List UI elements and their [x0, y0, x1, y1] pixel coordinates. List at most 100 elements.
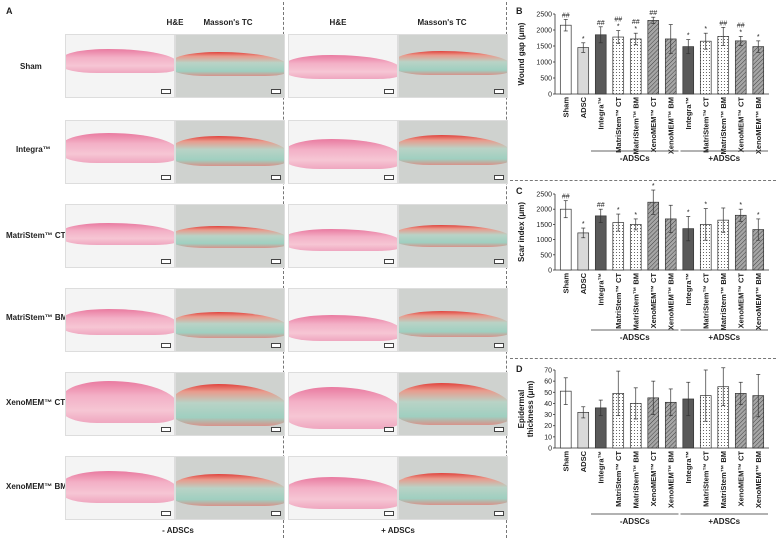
tissue-section: [176, 384, 284, 426]
histology-image-r4-c1: [65, 288, 175, 352]
category-label-12: XenoMEM™ BM: [754, 273, 763, 330]
col-header-tc-plus: Masson's TC: [417, 18, 467, 27]
y-axis-label: Wound gap (μm): [517, 22, 526, 85]
tissue-section: [399, 473, 507, 505]
tissue-section: [176, 136, 284, 166]
significance-label: *: [704, 26, 707, 33]
category-label-7: XenoMEM™ BM: [666, 451, 675, 508]
row-label-sham: Sham: [20, 62, 42, 71]
category-label-10: MatriStem™ BM: [719, 273, 728, 331]
row-label-matristem-bm: MatriStem™ BM: [6, 313, 68, 322]
category-label-7: XenoMEM™ BM: [666, 273, 675, 330]
category-label-8: Integra™: [684, 273, 693, 306]
bar-4: [612, 36, 625, 95]
y-tick-label: 10: [544, 434, 552, 441]
group-label-minus: -ADSCs: [620, 333, 650, 342]
category-label-5: MatriStem™ BM: [631, 97, 640, 155]
y-tick-label: 70: [544, 368, 552, 375]
bar-3: [594, 215, 607, 271]
category-label-2: ADSC: [579, 450, 588, 472]
row-label-xenomem-ct: XenoMEM™ CT: [6, 398, 66, 407]
histology-image-r6-c3: [288, 456, 398, 520]
tissue-section: [176, 474, 284, 506]
significance-label: ##: [562, 194, 570, 201]
histology-image-r5-c3: [288, 372, 398, 436]
significance-label: *: [617, 24, 620, 31]
histology-image-r1-c3: [288, 34, 398, 98]
tissue-section: [289, 315, 397, 341]
category-label-9: MatriStem™ CT: [701, 451, 710, 507]
scale-bar: [494, 511, 504, 516]
significance-label: ##: [597, 20, 605, 27]
tissue-section: [66, 471, 174, 503]
histology-image-r6-c1: [65, 456, 175, 520]
scale-bar: [271, 175, 281, 180]
y-tick-label: 20: [544, 423, 552, 430]
row-label-matristem-ct: MatriStem™ CT: [6, 231, 66, 240]
histology-image-r3-c2: [175, 204, 285, 268]
scale-bar: [494, 259, 504, 264]
col-header-tc-minus: Masson's TC: [203, 18, 253, 27]
tissue-section: [399, 383, 507, 425]
significance-label: *: [582, 36, 585, 43]
histology-image-r2-c3: [288, 120, 398, 184]
tissue-section: [399, 225, 507, 247]
category-label-12: XenoMEM™ BM: [754, 97, 763, 154]
histology-image-r2-c4: [398, 120, 508, 184]
bar-6: [647, 20, 660, 95]
category-label-7: XenoMEM™ BM: [666, 97, 675, 154]
category-label-4: MatriStem™ CT: [614, 273, 623, 329]
scale-bar: [271, 343, 281, 348]
significance-label: *: [652, 183, 655, 190]
y-axis-label: Epidermalthickness (μm): [517, 380, 535, 437]
category-label-6: XenoMEM™ CT: [649, 97, 658, 153]
row-label-integra: Integra™: [16, 145, 51, 154]
row-label-xenomem-bm: XenoMEM™ BM: [6, 482, 67, 491]
significance-label: ##: [649, 182, 657, 183]
group-label-plus: +ADSCs: [708, 154, 740, 163]
y-tick-label: 2500: [536, 192, 552, 199]
scale-bar: [494, 427, 504, 432]
category-label-2: ADSC: [579, 96, 588, 118]
y-tick-label: 1000: [536, 60, 552, 67]
histology-image-r5-c4: [398, 372, 508, 436]
category-label-3: Integra™: [596, 451, 605, 484]
scale-bar: [271, 89, 281, 94]
histology-image-r4-c2: [175, 288, 285, 352]
bar-2: [577, 47, 590, 95]
y-tick-label: 60: [544, 379, 552, 386]
histology-image-r4-c4: [398, 288, 508, 352]
category-label-10: MatriStem™ BM: [719, 97, 728, 155]
category-label-1: Sham: [561, 451, 570, 472]
tissue-section: [399, 135, 507, 165]
tissue-section: [176, 312, 284, 338]
bar-5: [629, 38, 642, 95]
category-label-12: XenoMEM™ BM: [754, 451, 763, 508]
scale-bar: [161, 343, 171, 348]
tissue-section: [289, 387, 397, 429]
scale-bar: [384, 427, 394, 432]
bar-11: [734, 214, 747, 271]
y-tick-label: 500: [540, 252, 552, 259]
histology-image-r1-c2: [175, 34, 285, 98]
category-label-4: MatriStem™ CT: [614, 451, 623, 507]
tissue-section: [289, 477, 397, 509]
category-label-6: XenoMEM™ CT: [649, 273, 658, 329]
scale-bar: [384, 343, 394, 348]
divider-minus-plus: [283, 2, 284, 538]
significance-label: ##: [649, 10, 657, 17]
tissue-section: [66, 223, 174, 245]
category-label-5: MatriStem™ BM: [631, 273, 640, 331]
significance-label: *: [582, 221, 585, 228]
significance-label: ##: [597, 202, 605, 209]
significance-label: *: [687, 33, 690, 40]
scale-bar: [271, 259, 281, 264]
category-label-3: Integra™: [596, 97, 605, 130]
tissue-section: [66, 381, 174, 423]
tissue-section: [289, 139, 397, 169]
histology-image-r5-c1: [65, 372, 175, 436]
scale-bar: [161, 511, 171, 516]
y-tick-label: 0: [548, 268, 552, 275]
histology-image-r2-c2: [175, 120, 285, 184]
category-label-1: Sham: [561, 273, 570, 294]
